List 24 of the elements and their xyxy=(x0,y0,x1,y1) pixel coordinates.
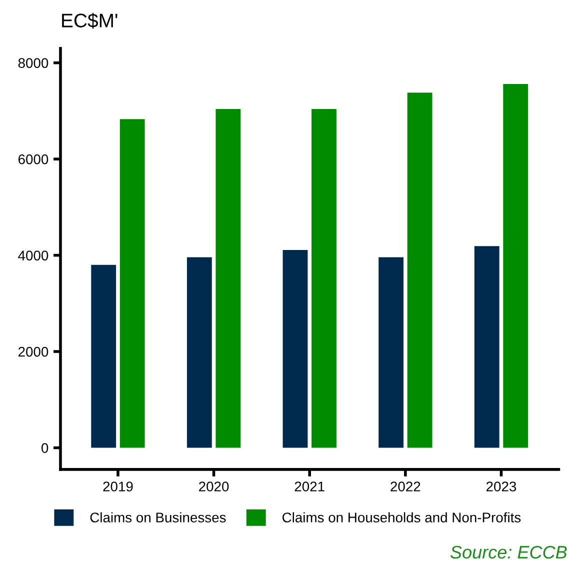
x-tick-label: 2019 xyxy=(103,482,133,492)
y-tick-label: 0 xyxy=(41,443,48,453)
bar xyxy=(282,250,308,448)
bar xyxy=(407,92,432,448)
x-tick-label: 2023 xyxy=(486,482,516,492)
y-tick-label: 4000 xyxy=(18,250,48,260)
bar xyxy=(186,257,212,448)
x-tick-label: 2022 xyxy=(390,482,420,492)
legend-label: Claims on Households and Non-Profits xyxy=(282,512,521,522)
bar xyxy=(503,84,528,448)
source-note: Source: ECCB xyxy=(450,546,567,559)
y-tick-label: 6000 xyxy=(18,154,48,164)
bar xyxy=(312,109,336,448)
y-tick-label: 8000 xyxy=(18,58,48,68)
y-tick-label: 2000 xyxy=(18,346,48,357)
x-tick-label: 2021 xyxy=(294,482,324,492)
bar xyxy=(91,264,116,448)
y-axis-title: EC$M' xyxy=(62,12,118,29)
legend-label: Claims on Businesses xyxy=(90,512,226,522)
x-tick-label: 2020 xyxy=(199,482,229,492)
bar xyxy=(216,109,241,448)
bar xyxy=(378,257,404,448)
bar xyxy=(120,119,145,448)
bar xyxy=(474,246,500,448)
